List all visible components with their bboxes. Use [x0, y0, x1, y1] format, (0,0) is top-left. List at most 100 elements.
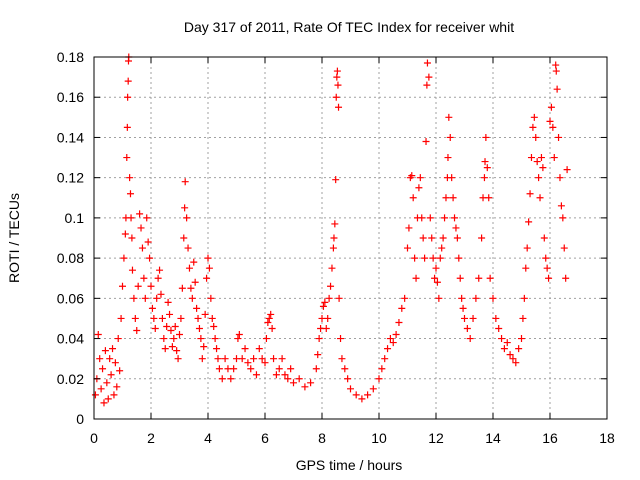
- data-point: [114, 335, 122, 343]
- data-point: [334, 81, 342, 89]
- data-point: [469, 314, 477, 322]
- data-point: [338, 355, 346, 363]
- data-point: [533, 158, 541, 166]
- data-point: [540, 234, 548, 242]
- data-point: [156, 266, 164, 274]
- data-point: [200, 343, 208, 351]
- data-point: [408, 172, 416, 180]
- data-point: [537, 154, 545, 162]
- data-point: [204, 254, 212, 262]
- data-point: [401, 294, 409, 302]
- axes: [93, 56, 608, 420]
- data-point: [321, 298, 329, 306]
- x-tick-label: 2: [147, 430, 155, 446]
- data-point: [461, 314, 468, 322]
- data-point: [214, 355, 222, 363]
- data-point: [335, 294, 343, 302]
- data-point: [252, 371, 260, 379]
- data-point: [557, 202, 565, 210]
- data-point: [333, 73, 341, 81]
- data-point: [418, 214, 426, 222]
- data-point: [480, 174, 488, 182]
- data-point: [421, 254, 429, 262]
- data-point: [201, 310, 209, 318]
- data-point: [451, 214, 459, 222]
- data-point: [148, 304, 156, 312]
- data-point: [166, 310, 174, 318]
- data-point: [455, 254, 463, 262]
- data-point: [227, 375, 235, 383]
- data-point: [127, 214, 135, 222]
- data-point: [446, 133, 454, 141]
- data-point: [275, 365, 283, 373]
- data-point: [171, 322, 179, 330]
- data-point: [486, 274, 494, 282]
- data-point: [153, 294, 161, 302]
- x-tick-label: 6: [261, 430, 269, 446]
- data-point: [207, 294, 215, 302]
- data-point: [143, 214, 151, 222]
- data-point: [130, 294, 138, 302]
- data-point: [423, 59, 431, 67]
- data-point: [555, 133, 563, 141]
- data-point: [264, 318, 272, 326]
- data-point: [325, 294, 333, 302]
- data-point: [198, 355, 206, 363]
- data-point: [431, 274, 439, 282]
- data-point: [435, 294, 443, 302]
- data-point: [552, 61, 560, 69]
- data-point: [124, 93, 132, 101]
- data-point: [147, 282, 155, 290]
- data-point: [137, 224, 145, 232]
- data-point: [459, 304, 467, 312]
- data-point: [190, 258, 198, 266]
- x-tick-label: 18: [599, 430, 615, 446]
- data-point: [210, 322, 218, 330]
- data-point: [94, 331, 102, 339]
- y-tick-label: 0.08: [57, 250, 84, 266]
- data-point: [146, 254, 154, 262]
- data-point: [141, 294, 149, 302]
- x-tick-label: 10: [371, 430, 387, 446]
- data-point: [546, 117, 554, 125]
- data-point: [235, 331, 243, 339]
- data-point: [478, 234, 486, 242]
- data-point: [518, 335, 525, 343]
- data-point: [441, 214, 449, 222]
- data-point: [445, 113, 453, 121]
- data-point: [442, 194, 450, 202]
- data-point: [433, 278, 441, 286]
- data-point: [140, 274, 148, 282]
- data-point: [448, 174, 456, 182]
- data-point: [512, 359, 520, 367]
- data-point: [483, 164, 491, 172]
- data-point: [503, 339, 511, 347]
- data-point: [337, 335, 345, 343]
- data-point: [520, 294, 528, 302]
- data-point: [409, 194, 417, 202]
- data-point: [384, 345, 392, 353]
- data-point: [230, 365, 238, 373]
- data-point: [523, 244, 531, 252]
- data-point: [556, 174, 564, 182]
- data-point: [506, 351, 514, 359]
- chart-title: Day 317 of 2011, Rate Of TEC Index for r…: [184, 19, 514, 35]
- data-point: [563, 166, 571, 174]
- data-point: [500, 345, 508, 353]
- data-point: [203, 274, 211, 282]
- data-point: [262, 335, 270, 343]
- data-point: [111, 359, 119, 367]
- data-point: [515, 345, 523, 353]
- data-point: [187, 284, 195, 292]
- data-point: [364, 391, 372, 399]
- data-point: [453, 234, 461, 242]
- data-point: [188, 294, 196, 302]
- data-point: [181, 204, 189, 212]
- data-point: [550, 154, 558, 162]
- data-point: [120, 254, 128, 262]
- data-point: [329, 244, 337, 252]
- data-point: [542, 254, 550, 262]
- data-point: [278, 355, 286, 363]
- data-point: [532, 133, 540, 141]
- data-point: [110, 391, 118, 399]
